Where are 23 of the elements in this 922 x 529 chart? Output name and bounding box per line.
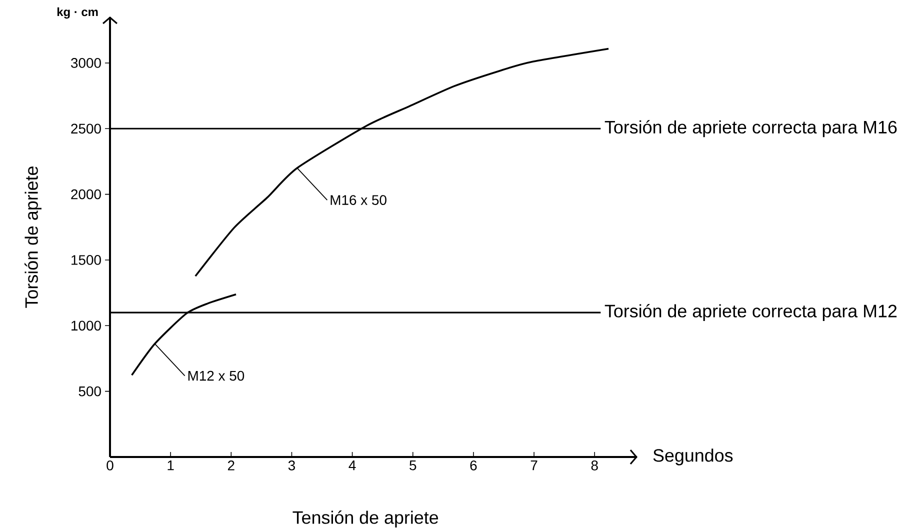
x-tick-label: 0 bbox=[106, 460, 114, 470]
x-tick-label: 7 bbox=[530, 460, 538, 470]
y-tick-label: 1000 bbox=[72, 320, 101, 331]
x-axis-title: Segundos bbox=[653, 448, 733, 466]
y-tick-label: 2000 bbox=[71, 189, 101, 200]
y-tick-label: 2500 bbox=[71, 124, 101, 134]
y-tick-label: 500 bbox=[78, 386, 101, 396]
x-tick-label: 5 bbox=[410, 460, 416, 470]
x-tick-label: 2 bbox=[228, 460, 234, 470]
y-axis-title: Torsión de apriete bbox=[24, 166, 42, 308]
text: Tensión de apriete bbox=[292, 510, 438, 528]
x-tick-label: 8 bbox=[591, 460, 598, 470]
x-tick-label: 6 bbox=[470, 460, 477, 470]
ref-line-label: Torsión de apriete correcta para M16 bbox=[604, 120, 897, 138]
y-tick-label: 3000 bbox=[71, 58, 101, 68]
x-tick-label: 4 bbox=[348, 460, 356, 470]
y-tick-label: 1500 bbox=[72, 255, 101, 265]
x-tick-label: 1 bbox=[168, 460, 174, 470]
ref-line-label: Torsión de apriete correcta para M12 bbox=[604, 304, 897, 321]
x-tick-label: 3 bbox=[288, 460, 295, 470]
annotation: M12 x 50 bbox=[188, 370, 244, 381]
text: kg · cm bbox=[57, 7, 98, 19]
annotation: M16 x 50 bbox=[330, 195, 386, 205]
